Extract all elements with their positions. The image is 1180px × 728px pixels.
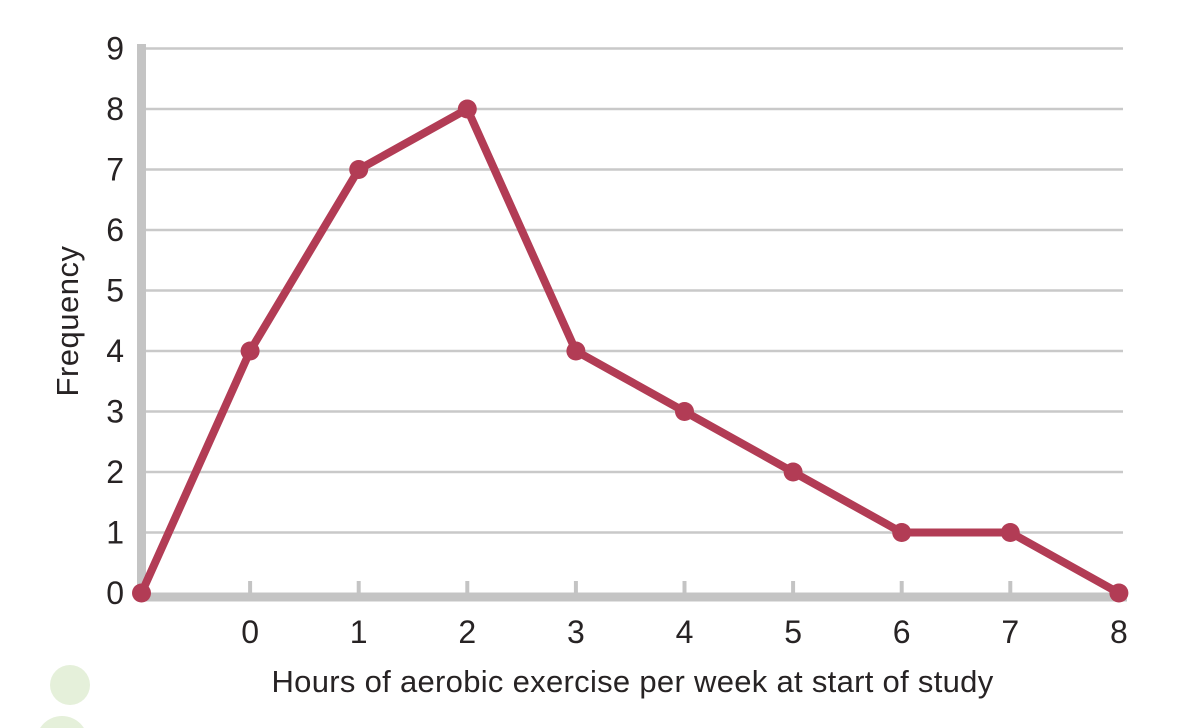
data-point-marker (132, 583, 151, 603)
data-point-marker (675, 402, 694, 421)
decorative-circle (36, 716, 88, 728)
x-tick-label: 2 (458, 614, 476, 650)
y-tick-label: 2 (106, 454, 124, 490)
x-tick-label: 3 (567, 614, 585, 650)
data-point-marker (1109, 583, 1129, 603)
y-tick-label: 6 (106, 212, 124, 248)
data-point-marker (783, 462, 803, 482)
data-point-marker (566, 341, 586, 361)
x-tick-label: 7 (1001, 614, 1019, 650)
y-tick-label: 5 (106, 273, 124, 309)
decorative-circle (50, 665, 90, 705)
x-tick-label: 6 (893, 614, 911, 650)
x-tick-label: 1 (350, 614, 368, 650)
y-tick-label: 8 (106, 91, 124, 127)
y-tick-label: 9 (106, 31, 124, 67)
data-point-marker (457, 99, 477, 119)
x-tick-label: 4 (676, 614, 694, 650)
x-tick-label: 5 (784, 614, 802, 650)
y-tick-label: 7 (106, 152, 124, 188)
data-point-marker (1000, 523, 1020, 542)
y-axis-title: Frequency (50, 245, 85, 397)
y-tick-label: 0 (106, 575, 124, 611)
data-point-marker (349, 160, 369, 179)
y-tick-label: 4 (106, 333, 124, 369)
data-point-marker (892, 523, 912, 542)
x-axis-title: Hours of aerobic exercise per week at st… (271, 664, 994, 699)
y-tick-label: 1 (106, 515, 124, 551)
y-tick-label: 3 (106, 394, 124, 430)
x-tick-label: 0 (241, 614, 259, 650)
x-tick-label: 8 (1110, 614, 1128, 650)
data-point-marker (240, 341, 260, 361)
frequency-line (137, 105, 1121, 597)
